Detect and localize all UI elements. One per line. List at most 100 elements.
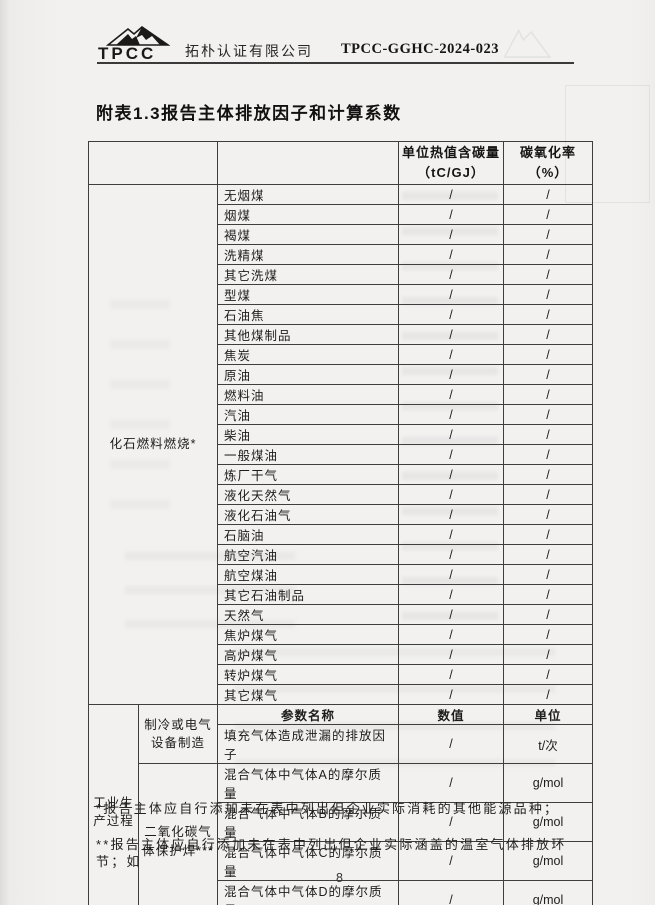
param-row: 混合气体中气体C的摩尔质量 / g/mol [89, 841, 593, 881]
footnote-1: *报告主体应自行添加未在表中列出但企业实际消耗的其他能源品种； [96, 801, 560, 816]
param-unit-header: 单位 [503, 704, 593, 725]
oxidation-rate-cell: / [503, 224, 593, 245]
fuel-row: 炼厂干气 / / [89, 464, 593, 485]
oxidation-rate-cell: / [503, 364, 593, 385]
oxidation-rate-cell: / [503, 304, 593, 325]
fuel-name-cell: 其它洗煤 [217, 264, 399, 285]
carbon-content-cell: / [398, 384, 504, 405]
fuel-name-cell: 炼厂干气 [217, 464, 399, 485]
oxidation-rate-cell: / [503, 184, 593, 205]
oxidation-rate-cell: / [503, 664, 593, 685]
fuel-name-cell: 其它石油制品 [217, 584, 399, 605]
bleedthrough-logo-icon [503, 28, 552, 58]
fuel-row: 焦炉煤气 / / [89, 624, 593, 645]
carbon-content-cell: / [398, 304, 504, 325]
carbon-content-cell: / [398, 644, 504, 665]
fuel-row: 液化石油气 / / [89, 504, 593, 525]
param-row: 混合气体中气体D的摩尔质量 / g/mol [89, 880, 593, 905]
oxidation-rate-cell: / [503, 564, 593, 585]
param-unit-cell: g/mol [503, 763, 593, 803]
fuel-name-cell: 一般煤油 [217, 444, 399, 465]
fuel-row: 原油 / / [89, 364, 593, 385]
carbon-content-cell: / [398, 204, 504, 225]
oxidation-rate-cell: / [503, 324, 593, 345]
carbon-content-cell: / [398, 184, 504, 205]
fuel-name-cell: 航空煤油 [217, 564, 399, 585]
oxidation-rate-cell: / [503, 684, 593, 705]
param-name-header: 参数名称 [217, 704, 399, 725]
fuel-name-cell: 焦炉煤气 [217, 624, 399, 645]
param-value-cell: / [398, 802, 504, 842]
fuel-row: 航空汽油 / / [89, 544, 593, 565]
logo-text: TPCC [98, 44, 157, 63]
oxidation-rate-cell: / [503, 444, 593, 465]
fuel-row: 其他煤制品 / / [89, 324, 593, 345]
fuel-name-cell: 焦炭 [217, 344, 399, 365]
document-code: TPCC-GGHC-2024-023 [341, 41, 500, 57]
fuel-row: 柴油 / / [89, 424, 593, 445]
oxidation-rate-cell: / [503, 244, 593, 265]
fuel-row: 一般煤油 / / [89, 444, 593, 465]
carbon-content-cell: / [398, 364, 504, 385]
footnote-2: **报告主体应自行添加未在表中列出但企业实际涵盖的温室气体排放环节；如 [96, 837, 567, 869]
carbon-content-cell: / [398, 244, 504, 265]
carbon-content-cell: / [398, 564, 504, 585]
carbon-content-cell: / [398, 344, 504, 365]
param-row: 填充气体造成泄漏的排放因子 / t/次 [89, 724, 593, 764]
oxidation-rate-cell: / [503, 464, 593, 485]
carbon-content-cell: / [398, 224, 504, 245]
fuel-name-cell: 烟煤 [217, 204, 399, 225]
carbon-content-cell: / [398, 424, 504, 445]
carbon-content-cell: / [398, 464, 504, 485]
fuel-name-cell: 汽油 [217, 404, 399, 425]
carbon-content-header: 单位热值含碳量 （tC/GJ） [398, 141, 504, 185]
oxidation-rate-cell: / [503, 284, 593, 305]
fuel-name-cell: 洗精煤 [217, 244, 399, 265]
emission-factors-table: 单位热值含碳量 （tC/GJ） 碳氧化率 （%） 化石燃料燃烧* 无烟煤 / / 烟煤 /… [88, 141, 593, 905]
oxidation-rate-cell: / [503, 644, 593, 665]
fuel-name-cell: 燃料油 [217, 384, 399, 405]
fuel-row: 烟煤 / / [89, 204, 593, 225]
carbon-content-header-line1: 单位热值含碳量 [402, 144, 501, 160]
carbon-content-cell: / [398, 544, 504, 565]
oxidation-rate-cell: / [503, 344, 593, 365]
refrigeration-group-cell: 制冷或电气设备制造 [138, 704, 218, 764]
carbon-content-cell: / [398, 624, 504, 645]
carbon-content-header-line2: （tC/GJ） [417, 165, 485, 180]
param-value-cell: / [398, 841, 504, 881]
param-name-cell: 混合气体中气体A的摩尔质量 [217, 763, 399, 803]
carbon-content-cell: / [398, 404, 504, 425]
fuel-name-cell: 其它煤气 [217, 684, 399, 705]
fuel-row: 其它洗煤 / / [89, 264, 593, 285]
param-row: 混合气体中气体B的摩尔质量 / g/mol [89, 802, 593, 842]
param-name-cell: 混合气体中气体B的摩尔质量 [217, 802, 399, 842]
carbon-content-cell: / [398, 504, 504, 525]
oxidation-rate-cell: / [503, 384, 593, 405]
fuel-row: 航空煤油 / / [89, 564, 593, 585]
empty-header-cell [217, 141, 399, 185]
fuel-name-cell: 原油 [217, 364, 399, 385]
fuel-row: 燃料油 / / [89, 384, 593, 405]
carbon-content-cell: / [398, 664, 504, 685]
fuel-row: 其它煤气 / / [89, 684, 593, 705]
co2-welding-group-cell: 二氧化碳气体保护焊*** [138, 763, 218, 905]
header-divider [97, 62, 574, 64]
oxidation-rate-cell: / [503, 264, 593, 285]
fuel-name-cell: 无烟煤 [217, 184, 399, 205]
param-unit-cell: t/次 [503, 724, 593, 764]
param-row: 二氧化碳气体保护焊*** 混合气体中气体A的摩尔质量 / g/mol [89, 763, 593, 905]
param-name-cell: 混合气体中气体D的摩尔质量 [217, 880, 399, 905]
fuel-name-cell: 褐煤 [217, 224, 399, 245]
oxidation-rate-cell: / [503, 424, 593, 445]
carbon-content-cell: / [398, 324, 504, 345]
fuel-name-cell: 高炉煤气 [217, 644, 399, 665]
carbon-content-cell: / [398, 684, 504, 705]
oxidation-rate-cell: / [503, 404, 593, 425]
fuel-name-cell: 天然气 [217, 604, 399, 625]
oxidation-rate-cell: / [503, 544, 593, 565]
fuel-row: 高炉煤气 / / [89, 644, 593, 665]
page-number: 8 [336, 871, 343, 885]
empty-header-cell [88, 141, 218, 185]
fuel-row: 石油焦 / / [89, 304, 593, 325]
fuel-name-cell: 转炉煤气 [217, 664, 399, 685]
